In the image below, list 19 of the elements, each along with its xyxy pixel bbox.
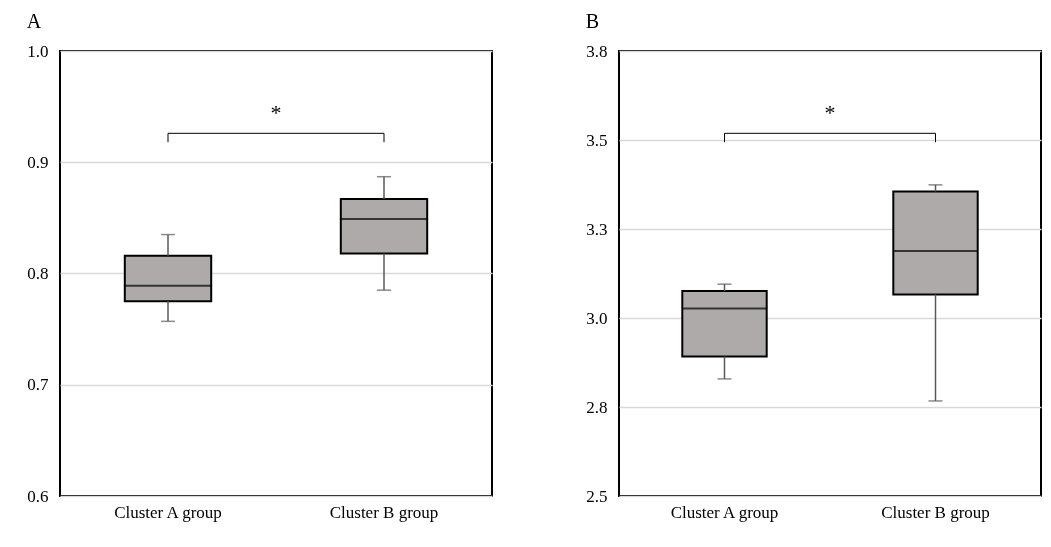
x-tick-label: Cluster B group <box>881 502 990 522</box>
y-tick-label: 3.8 <box>586 41 608 61</box>
annotation: * <box>270 100 282 126</box>
x-tick-label: Cluster A group <box>114 502 222 522</box>
y-tick-label: 0.8 <box>27 264 49 283</box>
chart-title: A <box>26 10 42 32</box>
y-tick-label: 3.3 <box>586 219 608 239</box>
y-tick-label: 0.7 <box>27 375 49 395</box>
y-tick-label: 0.9 <box>27 152 49 172</box>
annotation: * <box>824 100 836 126</box>
y-tick-label: 0.6 <box>27 486 49 506</box>
y-tick-label: 2.8 <box>586 397 608 417</box>
y-tick-label: 3.0 <box>586 308 608 328</box>
x-tick-label: Cluster A group <box>670 502 779 522</box>
y-tick-label: 2.5 <box>586 486 608 506</box>
x-tick-label: Cluster B group <box>329 502 439 522</box>
y-tick-label: 3.5 <box>586 130 608 150</box>
y-tick-label: 1.0 <box>27 41 49 61</box>
chart-title: B <box>585 10 600 32</box>
